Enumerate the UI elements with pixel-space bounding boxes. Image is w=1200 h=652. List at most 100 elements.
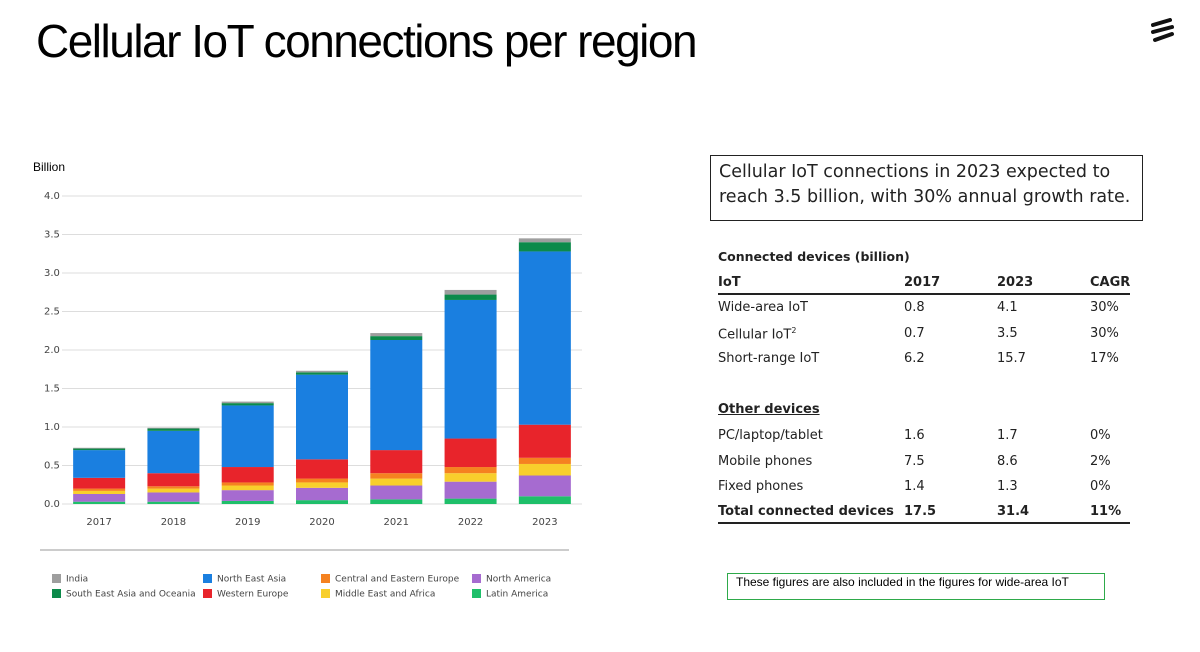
table-cell: 6.2 — [904, 351, 925, 366]
table-cell: 2023 — [997, 275, 1034, 290]
table-cell: 30% — [1090, 300, 1119, 315]
legend-swatch — [472, 589, 481, 598]
table-cell: 15.7 — [997, 351, 1026, 366]
bar-segment — [147, 488, 200, 493]
y-tick-label: 3.5 — [44, 230, 60, 241]
bar-segment — [296, 370, 348, 373]
table-cell: 31.4 — [997, 504, 1030, 519]
bar-segment — [221, 500, 274, 504]
y-tick-label: 2.5 — [44, 307, 60, 318]
table-cell: 1.7 — [997, 428, 1018, 443]
y-tick-label: 0.5 — [44, 461, 60, 472]
bar-segment — [370, 499, 423, 504]
y-tick-label: 3.0 — [44, 268, 60, 279]
y-tick-label: 1.5 — [44, 384, 60, 395]
table-cell: 0% — [1090, 479, 1111, 494]
bar-segment — [147, 501, 200, 504]
table-cell: 0% — [1090, 428, 1111, 443]
bar-segment — [518, 475, 571, 497]
bar-segment — [370, 339, 423, 451]
y-tick-label: 0.0 — [44, 499, 60, 510]
x-tick-label: 2017 — [86, 517, 111, 528]
table-cell: Other devices — [718, 402, 820, 417]
bar-segment — [221, 482, 274, 486]
bar-segment — [147, 430, 200, 474]
table-cell: Cellular IoT2 — [718, 325, 797, 342]
bar-segment — [73, 450, 126, 478]
table-cell: 8.6 — [997, 453, 1018, 469]
bar-segment — [221, 405, 274, 468]
bar-segment — [221, 485, 274, 491]
bar-segment — [221, 467, 274, 483]
table-cell: CAGR — [1090, 275, 1131, 290]
bar-segment — [73, 477, 126, 489]
y-tick-label: 4.0 — [44, 191, 60, 202]
bar-segment — [370, 450, 423, 474]
legend-label: North America — [486, 575, 551, 585]
legend-label: South East Asia and Oceania — [66, 590, 196, 600]
table-cell: 3.5 — [997, 325, 1018, 341]
bar-segment — [370, 333, 423, 337]
bar-segment — [296, 459, 348, 479]
bar-segment — [518, 238, 571, 243]
table-cell: 11% — [1090, 504, 1122, 519]
table-cell: Short-range IoT — [718, 351, 820, 366]
x-tick-label: 2020 — [309, 517, 334, 528]
bar-segment — [518, 424, 571, 458]
y-tick-label: 2.0 — [44, 345, 60, 356]
bar-segment — [73, 447, 126, 449]
table-cell: Wide-area IoT — [718, 300, 808, 315]
legend-swatch — [52, 574, 61, 583]
legend-label: North East Asia — [217, 575, 286, 585]
legend-label: India — [66, 575, 88, 585]
table-rule — [718, 293, 1130, 295]
bar-segment — [296, 478, 348, 483]
legend-swatch — [52, 589, 61, 598]
table-rule — [718, 522, 1130, 524]
legend-label: Middle East and Africa — [335, 590, 435, 600]
table-cell: Connected devices (billion) — [718, 249, 910, 264]
legend-label: Central and Eastern Europe — [335, 575, 460, 585]
table-cell: 2% — [1090, 453, 1111, 469]
x-tick-label: 2018 — [161, 517, 186, 528]
bar-segment — [370, 478, 423, 486]
slide-title: Cellular IoT connections per region — [36, 15, 698, 67]
table-cell: 2017 — [904, 275, 941, 290]
table-cell: Fixed phones — [718, 479, 804, 494]
bar-segment — [73, 448, 126, 451]
bar-segment — [147, 427, 200, 429]
bar-segment — [444, 473, 497, 482]
bar-segment — [518, 251, 571, 425]
table-cell: PC/laptop/tablet — [718, 428, 823, 443]
bar-segment — [518, 463, 571, 476]
x-tick-label: 2021 — [384, 517, 409, 528]
bar-segment — [73, 501, 126, 504]
table-cell: 0.8 — [904, 300, 925, 315]
bar-segment — [296, 372, 348, 375]
bar-segment — [147, 486, 200, 489]
footnote: These figures are also included in the f… — [727, 573, 1105, 600]
bar-segment — [444, 299, 497, 439]
legend-swatch — [203, 574, 212, 583]
bar-segment — [73, 493, 126, 502]
table-cell: Total connected devices — [718, 504, 894, 519]
legend-label: Western Europe — [217, 590, 289, 600]
table-cell: 30% — [1090, 325, 1119, 341]
table-cell: 1.6 — [904, 428, 925, 443]
bar-segment — [444, 294, 497, 300]
bar-segment — [444, 498, 497, 504]
bar-segment — [296, 374, 348, 460]
bar-segment — [296, 482, 348, 488]
table-cell: 7.5 — [904, 453, 925, 469]
x-tick-label: 2022 — [458, 517, 483, 528]
legend-swatch — [472, 574, 481, 583]
legend-label: Latin America — [486, 590, 548, 600]
bar-segment — [444, 481, 497, 499]
bar-segment — [221, 401, 274, 404]
table-cell: 17% — [1090, 351, 1119, 366]
bar-segment — [444, 467, 497, 474]
legend-swatch — [321, 589, 330, 598]
table-cell: 4.1 — [997, 300, 1018, 315]
bar-segment — [147, 428, 200, 431]
